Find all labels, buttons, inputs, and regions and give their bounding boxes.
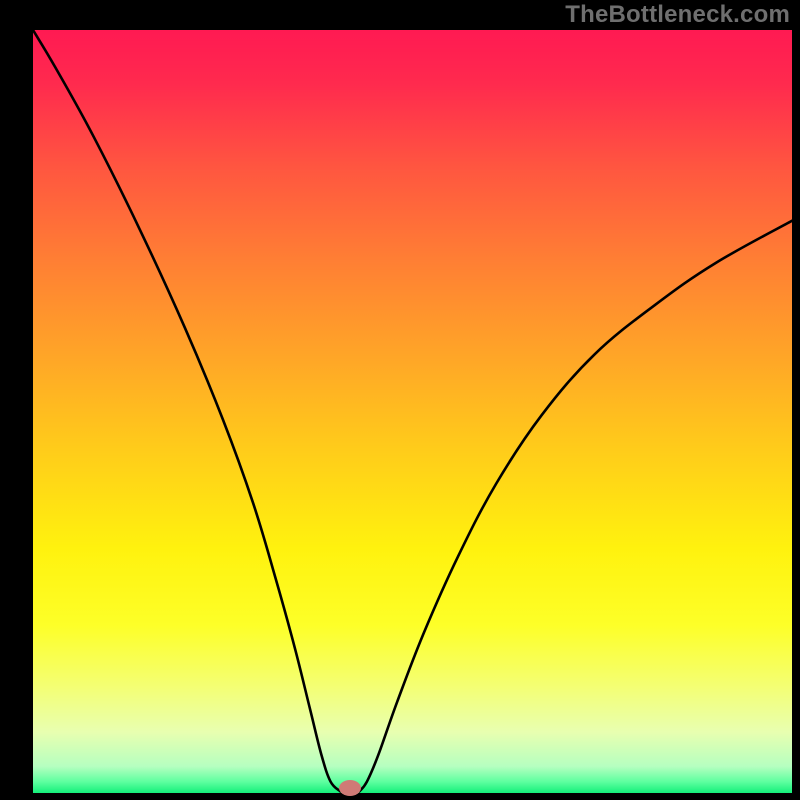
watermark-text: TheBottleneck.com [565,1,790,29]
chart-frame: TheBottleneck.com [0,0,800,800]
gradient-background [33,30,792,793]
optimum-marker [339,780,361,796]
